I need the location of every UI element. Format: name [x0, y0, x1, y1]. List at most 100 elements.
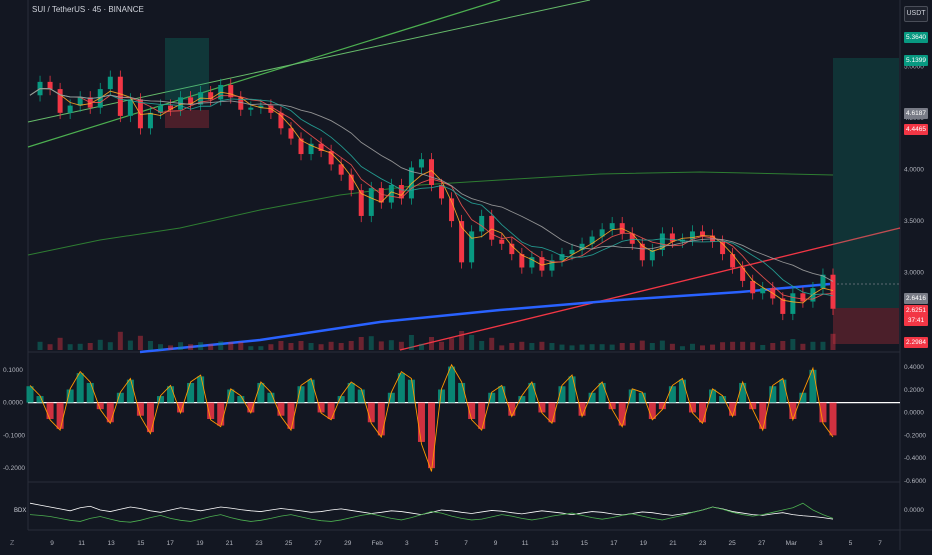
volume-bar	[800, 343, 806, 350]
oscillator-bar	[156, 396, 164, 403]
candle-body	[780, 298, 786, 314]
oscillator-bar	[608, 402, 616, 410]
candle-body	[639, 243, 645, 261]
oscillator-bar	[417, 402, 425, 442]
time-axis-tick: 7	[878, 540, 882, 547]
oscillator-bar	[779, 379, 787, 403]
long-position-target-box[interactable]	[165, 38, 209, 100]
volume-bar	[348, 341, 354, 350]
oscillator-bar	[598, 382, 606, 403]
oscillator-bar	[488, 392, 496, 403]
oscillator-bar	[528, 382, 536, 403]
time-axis-tick: 23	[255, 540, 263, 547]
oscillator-bar	[407, 379, 415, 403]
oscillator-bar	[799, 392, 807, 403]
trend-line-upper[interactable]	[27, 0, 501, 148]
volume-bar	[439, 341, 445, 350]
price-badge-mid: 4.6187	[904, 108, 928, 119]
oscillator-bar	[146, 402, 154, 433]
oscillator-left-tick: 0.0000	[3, 400, 23, 407]
volume-bar	[780, 341, 786, 350]
volume-bar	[479, 341, 485, 350]
volume-bar	[338, 343, 344, 350]
volume-bar	[679, 346, 685, 350]
oscillator-bar	[367, 402, 375, 423]
oscillator-bar	[809, 369, 817, 403]
volume-bar	[459, 331, 465, 350]
candle-body	[559, 254, 565, 261]
candle-body	[248, 107, 254, 110]
oscillator-bar	[277, 402, 285, 416]
candle-body	[750, 280, 756, 294]
time-axis-tick: 19	[196, 540, 204, 547]
time-axis-tick: 15	[137, 540, 145, 547]
volume-bar	[67, 344, 73, 350]
volume-bar	[689, 343, 695, 350]
volume-bar	[398, 341, 404, 350]
oscillator-bar	[699, 402, 707, 423]
oscillator-bar	[819, 402, 827, 423]
time-axis-tick: 21	[226, 540, 234, 547]
volume-bar	[599, 344, 605, 350]
candle-body	[67, 105, 73, 113]
time-axis-tick: 19	[640, 540, 648, 547]
volume-bar	[117, 331, 123, 350]
time-axis-tick: 13	[551, 540, 559, 547]
price-axis-tick: 4.0000	[904, 167, 924, 174]
candle-body	[740, 267, 746, 281]
trend-line-red[interactable]	[399, 227, 901, 351]
oscillator-left-tick: -0.1000	[3, 432, 25, 439]
candle-body	[338, 164, 344, 175]
candle-body	[599, 229, 605, 237]
timezone-icon[interactable]: Z	[10, 540, 15, 547]
volume-bar	[238, 342, 244, 350]
volume-bar	[649, 343, 655, 350]
oscillator-bar	[237, 396, 245, 403]
candle-body	[408, 167, 414, 199]
oscillator-bar	[96, 402, 104, 410]
oscillator-bar	[227, 389, 235, 403]
price-badge-stop-low: 2.2984	[904, 337, 928, 348]
long-position-right-box[interactable]	[833, 58, 899, 308]
oscillator-bar	[46, 402, 54, 419]
oscillator-bar	[217, 402, 225, 426]
volume-bar	[489, 337, 495, 350]
volume-bar	[449, 338, 455, 350]
volume-bar	[188, 344, 194, 350]
currency-selector[interactable]: USDT	[904, 6, 928, 22]
volume-bar	[248, 346, 254, 350]
oscillator-bar	[829, 402, 837, 436]
candle-body	[760, 288, 766, 294]
candle-body	[589, 236, 595, 244]
candle-body	[157, 105, 163, 113]
oscillator-bar	[759, 402, 767, 429]
oscillator-bar	[136, 402, 144, 416]
candle-body	[298, 138, 304, 155]
oscillator-right-tick: -0.4000	[904, 455, 926, 462]
volume-bar	[629, 343, 635, 350]
oscillator-bar	[789, 402, 797, 419]
oscillator-bar	[357, 389, 365, 403]
candle-body	[499, 239, 505, 244]
volume-bar	[147, 341, 153, 350]
candle-body	[117, 76, 123, 116]
time-axis-tick: 29	[344, 540, 352, 547]
candle-body	[790, 293, 796, 314]
volume-bar	[298, 341, 304, 350]
oscillator-bar	[116, 392, 124, 403]
candle-body	[368, 188, 374, 216]
stop-zone-right-box[interactable]	[833, 308, 899, 344]
volume-bar	[418, 343, 424, 350]
blue-support-line[interactable]	[139, 282, 831, 354]
volume-bar	[107, 342, 113, 350]
trend-line-upper-2[interactable]	[27, 0, 591, 123]
oscillator-bar	[387, 392, 395, 403]
oscillator-right-tick: -0.6000	[904, 478, 926, 485]
candle-body	[700, 231, 706, 236]
candle-body	[358, 190, 364, 216]
long-position-stop-box[interactable]	[165, 110, 209, 128]
moving-average-line	[29, 88, 834, 282]
volume-bar	[469, 335, 475, 350]
candle-body	[830, 274, 836, 309]
